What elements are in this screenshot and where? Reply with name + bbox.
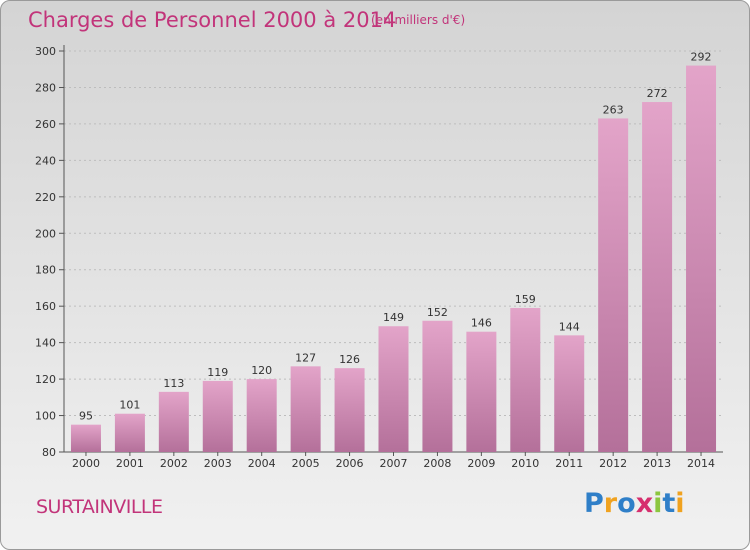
x-tick-label: 2001 xyxy=(116,457,144,470)
data-label-2010: 159 xyxy=(515,293,536,306)
x-tick-label: 2013 xyxy=(643,457,671,470)
x-tick-label: 2006 xyxy=(336,457,364,470)
logo-letter: x xyxy=(635,488,654,519)
bar-2005 xyxy=(290,366,321,452)
x-tick-label: 2007 xyxy=(380,457,408,470)
data-label-2009: 146 xyxy=(471,317,492,330)
x-tick-label: 2010 xyxy=(511,457,539,470)
x-tick-label: 2002 xyxy=(160,457,188,470)
y-tick-label: 140 xyxy=(35,337,56,350)
y-tick-label: 100 xyxy=(35,410,56,423)
logo-letter: i xyxy=(653,488,663,519)
data-label-2012: 263 xyxy=(603,103,624,116)
data-label-2004: 120 xyxy=(251,364,272,377)
data-label-2007: 149 xyxy=(383,311,404,324)
data-label-2001: 101 xyxy=(119,399,140,412)
y-tick-label: 80 xyxy=(42,446,56,459)
x-tick-label: 2000 xyxy=(72,457,100,470)
proxiti-logo: Proxiti xyxy=(584,488,685,519)
y-tick-label: 160 xyxy=(35,300,56,313)
bar-2006 xyxy=(334,368,365,452)
logo-letter: o xyxy=(617,488,636,519)
x-tick-label: 2008 xyxy=(423,457,451,470)
bar-2009 xyxy=(466,331,497,452)
logo-letter: i xyxy=(675,488,685,519)
x-tick-label: 2005 xyxy=(292,457,320,470)
data-label-2014: 292 xyxy=(691,51,712,64)
x-tick-label: 2004 xyxy=(248,457,276,470)
bar-2014 xyxy=(686,65,717,452)
data-label-2006: 126 xyxy=(339,353,360,366)
data-label-2003: 119 xyxy=(207,366,228,379)
y-tick-label: 200 xyxy=(35,227,56,240)
data-label-2000: 95 xyxy=(79,410,93,423)
bar-2000 xyxy=(70,424,101,452)
bar-2008 xyxy=(422,320,453,452)
commune-name: SURTAINVILLE xyxy=(36,496,163,518)
y-tick-label: 220 xyxy=(35,191,56,204)
bar-2010 xyxy=(510,308,541,452)
data-label-2005: 127 xyxy=(295,351,316,364)
bar-2007 xyxy=(378,326,409,452)
bar-2012 xyxy=(598,118,629,452)
y-tick-label: 240 xyxy=(35,154,56,167)
x-tick-label: 2012 xyxy=(599,457,627,470)
bar-2013 xyxy=(642,102,673,452)
logo-letter: t xyxy=(662,488,676,519)
x-tick-label: 2009 xyxy=(467,457,495,470)
chart-title: Charges de Personnel 2000 à 2014 xyxy=(28,8,397,32)
y-tick-label: 300 xyxy=(35,45,56,58)
data-label-2008: 152 xyxy=(427,306,448,319)
bar-2001 xyxy=(114,413,145,452)
y-tick-label: 120 xyxy=(35,373,56,386)
logo-letter: P xyxy=(584,488,604,519)
data-label-2002: 113 xyxy=(163,377,184,390)
chart-subtitle: (en milliers d'€) xyxy=(371,13,466,27)
y-tick-label: 260 xyxy=(35,118,56,131)
data-label-2013: 272 xyxy=(647,87,668,100)
bar-2011 xyxy=(554,335,585,452)
bar-2003 xyxy=(202,380,233,452)
bar-2004 xyxy=(246,379,277,452)
data-label-2011: 144 xyxy=(559,320,580,333)
logo-letter: r xyxy=(603,488,618,519)
y-tick-label: 280 xyxy=(35,81,56,94)
x-tick-label: 2003 xyxy=(204,457,232,470)
x-tick-label: 2014 xyxy=(687,457,715,470)
bar-2002 xyxy=(158,391,189,452)
x-tick-label: 2011 xyxy=(555,457,583,470)
y-tick-label: 180 xyxy=(35,264,56,277)
